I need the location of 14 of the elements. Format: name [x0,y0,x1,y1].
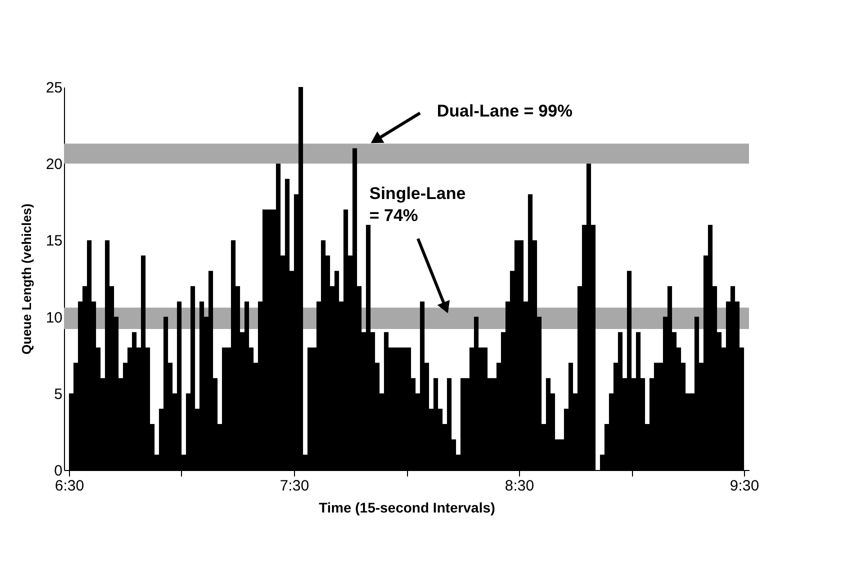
x-tick-label: 6:30 [54,478,84,494]
x-tick-label: 8:30 [504,478,534,494]
y-tick-label: 5 [54,386,62,403]
x-tick-label: 9:30 [730,478,760,494]
x-axis-title: Time (15-second Intervals) [318,500,496,516]
band-label: Dual-Lane = 99% [436,102,572,121]
y-tick-label: 15 [46,232,62,250]
y-tick-label: 10 [46,309,62,326]
y-tick-label: 25 [46,80,62,96]
y-tick-label: 0 [54,462,62,480]
band-label: Single-Lane = 74% [369,184,466,226]
y-axis-title: Queue Length (vehicles) [18,204,34,354]
y-tick-label: 20 [46,156,62,174]
x-tick-label: 7:30 [280,478,310,494]
